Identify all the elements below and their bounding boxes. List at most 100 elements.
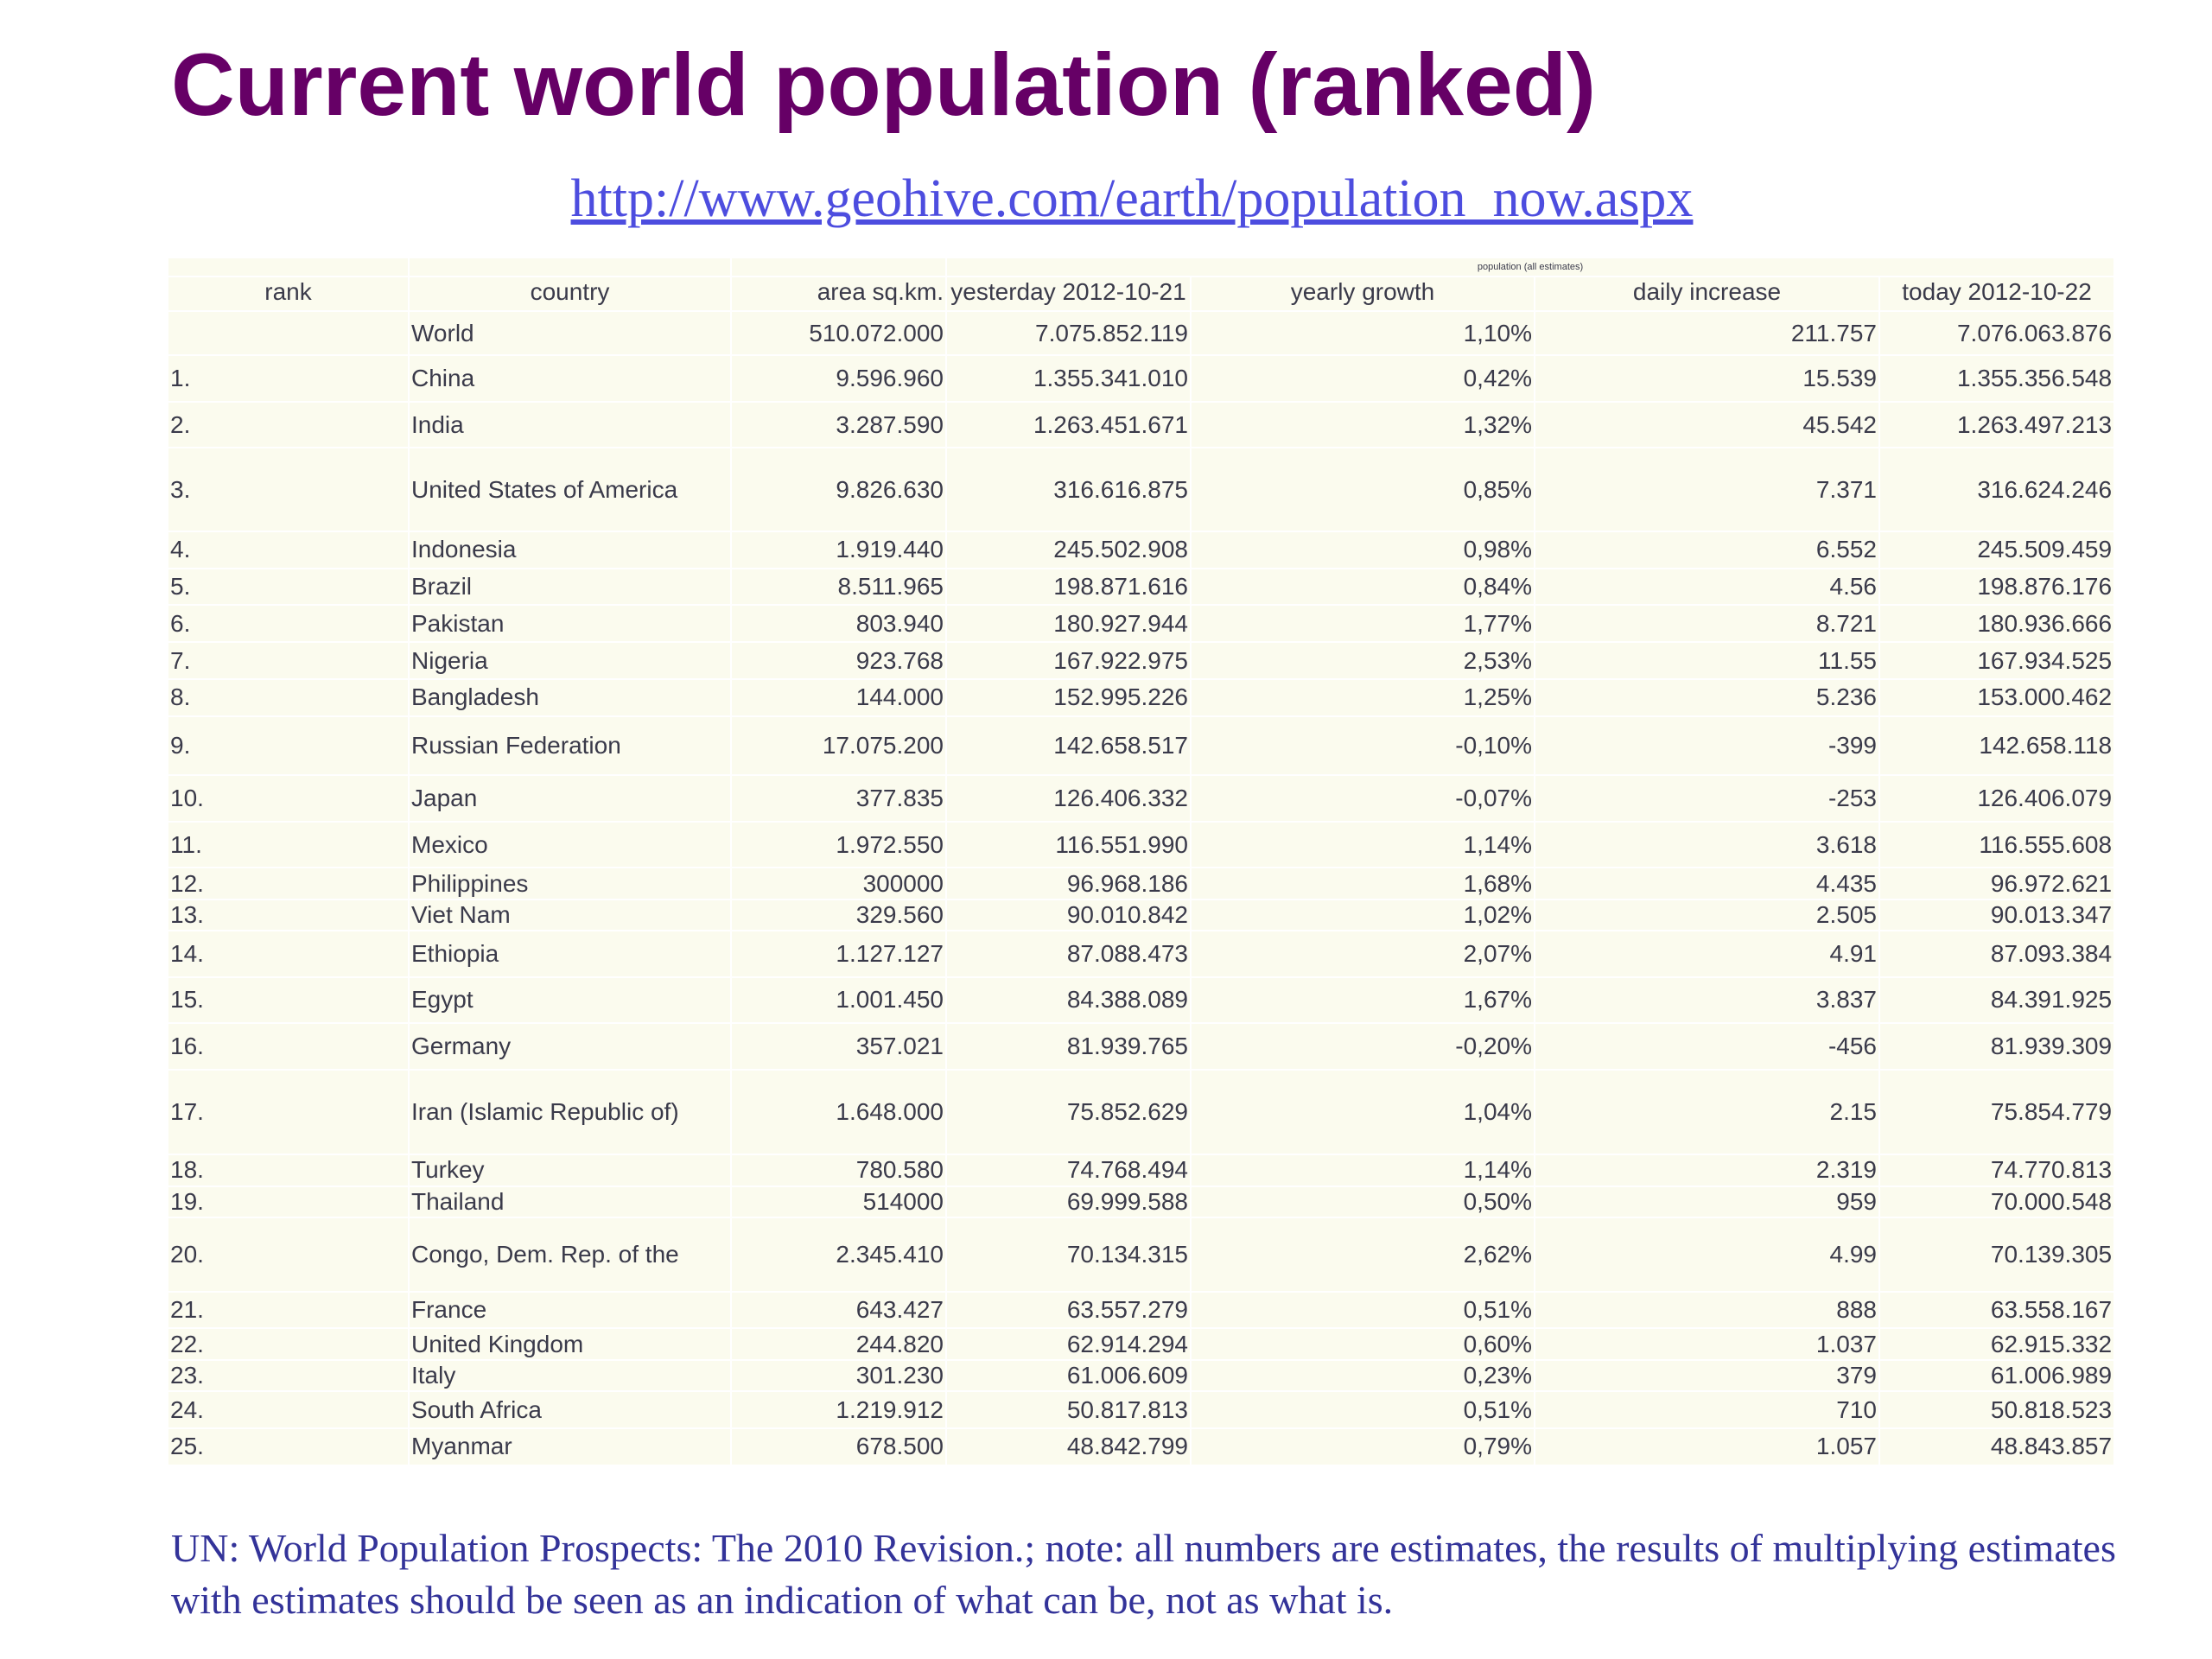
cell-yesterday: 62.914.294 (945, 1327, 1192, 1361)
cell-increase: 5.236 (1534, 678, 1880, 717)
cell-growth: 1,77% (1190, 604, 1535, 644)
cell-rank: 18. (167, 1154, 410, 1187)
table-row: 11. Mexico 1.972.550 116.551.990 1,14% 3.618 1… (167, 820, 2116, 869)
cell-rank: 17. (167, 1068, 410, 1156)
cell-rank: 24. (167, 1390, 410, 1429)
cell-today: 90.013.347 (1878, 898, 2116, 932)
cell-today: 75.854.779 (1878, 1068, 2116, 1156)
cell-yesterday: 75.852.629 (945, 1068, 1192, 1156)
cell-increase: 2.15 (1534, 1068, 1880, 1156)
cell-area: 329.560 (730, 898, 947, 932)
cell-rank: 14. (167, 930, 410, 978)
cell-country: World (408, 309, 732, 357)
cell-growth: 0,85% (1190, 447, 1535, 532)
cell-area: 1.919.440 (730, 530, 947, 569)
cell-increase: 710 (1534, 1390, 1880, 1429)
cell-country: China (408, 354, 732, 403)
cell-area: 377.835 (730, 774, 947, 823)
header-area: area sq.km. (730, 276, 947, 312)
group-header-row: population (all estimates) (167, 257, 2116, 277)
cell-growth: 2,07% (1190, 930, 1535, 978)
population-table-container: population (all estimates) rank country … (167, 257, 2116, 1467)
cell-increase: 7.371 (1534, 447, 1880, 532)
cell-country: Ethiopia (408, 930, 732, 978)
table-row: 18. Turkey 780.580 74.768.494 1,14% 2.319 74.7… (167, 1154, 2116, 1187)
table-row: 9. Russian Federation 17.075.200 142.658.51… (167, 715, 2116, 777)
cell-increase: 4.435 (1534, 867, 1880, 900)
cell-growth: 0,23% (1190, 1358, 1535, 1393)
table-row: 22. United Kingdom 244.820 62.914.294 0,60% 1… (167, 1327, 2116, 1361)
cell-yesterday: 152.995.226 (945, 678, 1192, 717)
cell-yesterday: 50.817.813 (945, 1390, 1192, 1429)
cell-today: 153.000.462 (1878, 678, 2116, 717)
cell-area: 1.219.912 (730, 1390, 947, 1429)
cell-today: 116.555.608 (1878, 820, 2116, 869)
cell-yesterday: 142.658.517 (945, 715, 1192, 777)
cell-today: 245.509.459 (1878, 530, 2116, 569)
table-row: 24. South Africa 1.219.912 50.817.813 0,51% 7… (167, 1390, 2116, 1429)
cell-area: 1.648.000 (730, 1068, 947, 1156)
cell-increase: 3.618 (1534, 820, 1880, 869)
table-row: 17. Iran (Islamic Republic of) 1.648.000 75… (167, 1068, 2116, 1156)
table-row: 8. Bangladesh 144.000 152.995.226 1,25% 5.236… (167, 678, 2116, 717)
cell-yesterday: 180.927.944 (945, 604, 1192, 644)
header-today: today 2012-10-22 (1878, 276, 2116, 312)
cell-today: 87.093.384 (1878, 930, 2116, 978)
cell-country: Brazil (408, 567, 732, 607)
page-title: Current world population (ranked) (171, 35, 1596, 134)
cell-rank: 1. (167, 354, 410, 403)
table-row: 12. Philippines 300000 96.968.186 1,68% 4.435… (167, 867, 2116, 900)
cell-yesterday: 74.768.494 (945, 1154, 1192, 1187)
cell-growth: 1,32% (1190, 400, 1535, 449)
cell-yesterday: 198.871.616 (945, 567, 1192, 607)
cell-country: United Kingdom (408, 1327, 732, 1361)
cell-growth: -0,10% (1190, 715, 1535, 777)
cell-area: 300000 (730, 867, 947, 900)
cell-yesterday: 63.557.279 (945, 1290, 1192, 1330)
cell-increase: 4.91 (1534, 930, 1880, 978)
source-link[interactable]: http://www.geohive.com/earth/population_… (570, 169, 1694, 228)
cell-today: 126.406.079 (1878, 774, 2116, 823)
header-increase: daily increase (1534, 276, 1880, 312)
cell-increase: 1.037 (1534, 1327, 1880, 1361)
cell-area: 8.511.965 (730, 567, 947, 607)
cell-increase: 1.057 (1534, 1427, 1880, 1467)
cell-today: 62.915.332 (1878, 1327, 2116, 1361)
cell-area: 780.580 (730, 1154, 947, 1187)
cell-rank: 21. (167, 1290, 410, 1330)
cell-area: 803.940 (730, 604, 947, 644)
cell-area: 510.072.000 (730, 309, 947, 357)
cell-country: Viet Nam (408, 898, 732, 932)
cell-yesterday: 81.939.765 (945, 1022, 1192, 1071)
cell-country: Congo, Dem. Rep. of the (408, 1216, 732, 1293)
cell-country: Russian Federation (408, 715, 732, 777)
cell-increase: 15.539 (1534, 354, 1880, 403)
cell-area: 244.820 (730, 1327, 947, 1361)
cell-growth: 1,04% (1190, 1068, 1535, 1156)
table-row: 5. Brazil 8.511.965 198.871.616 0,84% 4.56 198… (167, 567, 2116, 607)
cell-rank: 4. (167, 530, 410, 569)
table-row: 3. United States of America 9.826.630 316.6… (167, 447, 2116, 532)
table-row: 16. Germany 357.021 81.939.765 -0,20% -456 81.… (167, 1022, 2116, 1071)
cell-country: Pakistan (408, 604, 732, 644)
cell-area: 643.427 (730, 1290, 947, 1330)
cell-country: Iran (Islamic Republic of) (408, 1068, 732, 1156)
table-row: 19. Thailand 514000 69.999.588 0,50% 959 70.00… (167, 1185, 2116, 1218)
cell-increase: -253 (1534, 774, 1880, 823)
cell-country: Mexico (408, 820, 732, 869)
source-note: UN: World Population Prospects: The 2010… (171, 1526, 2116, 1622)
cell-today: 180.936.666 (1878, 604, 2116, 644)
cell-yesterday: 167.922.975 (945, 641, 1192, 680)
cell-area: 301.230 (730, 1358, 947, 1393)
cell-today: 74.770.813 (1878, 1154, 2116, 1187)
cell-yesterday: 84.388.089 (945, 976, 1192, 1025)
group-header: population (all estimates) (944, 257, 2116, 277)
cell-rank: 12. (167, 867, 410, 900)
header-growth: yearly growth (1190, 276, 1535, 312)
cell-today: 48.843.857 (1878, 1427, 2116, 1467)
cell-today: 50.818.523 (1878, 1390, 2116, 1429)
cell-area: 9.826.630 (730, 447, 947, 532)
cell-increase: 6.552 (1534, 530, 1880, 569)
cell-rank: 15. (167, 976, 410, 1025)
cell-country: Myanmar (408, 1427, 732, 1467)
